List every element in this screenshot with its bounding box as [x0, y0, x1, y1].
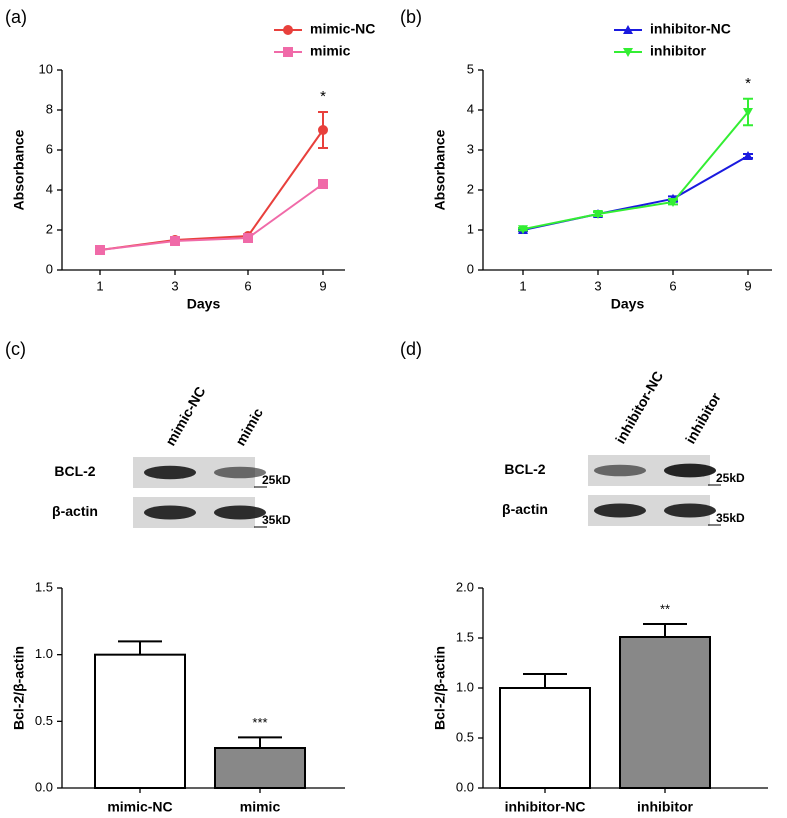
error-bar	[643, 623, 687, 637]
blot-band	[594, 503, 646, 518]
marker	[743, 108, 753, 117]
blot-band	[214, 505, 266, 520]
marker	[623, 25, 633, 34]
legend-label: mimic	[310, 43, 351, 59]
x-tick-label: 1	[96, 278, 103, 293]
row-label: β-actin	[502, 501, 548, 517]
y-tick-label: 3	[467, 141, 474, 156]
line	[522, 155, 749, 231]
line	[99, 183, 324, 251]
x-tick-label: inhibitor-NC	[505, 799, 586, 815]
line	[99, 129, 324, 251]
y-tick-label: 5	[467, 61, 474, 76]
y-tick-label: 0.0	[35, 779, 53, 794]
marker	[623, 48, 633, 57]
row-label: β-actin	[52, 503, 98, 519]
blot-band	[144, 465, 196, 480]
x-tick-label: 6	[669, 278, 676, 293]
bar	[94, 653, 186, 790]
size-marker: 25kD	[262, 473, 291, 487]
y-tick-label: 1.0	[456, 679, 474, 694]
annotation: *	[745, 75, 751, 92]
blot-band	[664, 463, 716, 478]
y-tick-label: 1.5	[456, 629, 474, 644]
x-tick-label: 1	[519, 278, 526, 293]
size-marker: 25kD	[716, 471, 745, 485]
x-tick-label: mimic-NC	[107, 799, 172, 815]
x-tick-label: 9	[319, 278, 326, 293]
marker	[668, 198, 678, 207]
blot-band	[144, 505, 196, 520]
size-marker: 35kD	[716, 511, 745, 525]
y-tick-label: 1	[467, 221, 474, 236]
y-tick-label: 2.0	[456, 579, 474, 594]
legend-label: inhibitor	[650, 43, 707, 59]
x-tick-label: 9	[744, 278, 751, 293]
error-bar	[118, 640, 162, 655]
blot-band	[594, 464, 646, 477]
y-tick-label: 0.0	[456, 779, 474, 794]
marker	[283, 25, 293, 35]
legend-label: mimic-NC	[310, 21, 375, 37]
bar	[619, 636, 711, 789]
y-tick-label: 0	[467, 261, 474, 276]
panel-label: (c)	[5, 339, 26, 359]
x-tick-label: mimic	[240, 799, 281, 815]
y-tick-label: 1.0	[35, 646, 53, 661]
legend-label: inhibitor-NC	[650, 21, 731, 37]
y-tick-label: 8	[46, 101, 53, 116]
blot-band	[214, 466, 266, 479]
y-axis-label: Absorbance	[11, 129, 27, 210]
marker	[318, 179, 328, 189]
y-axis-label: Bcl-2/β-actin	[432, 646, 448, 730]
error-bar	[238, 736, 282, 748]
row-label: BCL-2	[54, 463, 95, 479]
marker	[743, 151, 753, 160]
marker	[170, 236, 180, 246]
size-marker: 35kD	[262, 513, 291, 527]
marker	[243, 233, 253, 243]
lane-label: mimic-NC	[162, 384, 209, 449]
x-axis-label: Days	[187, 296, 221, 312]
x-tick-label: 6	[244, 278, 251, 293]
x-tick-label: 3	[594, 278, 601, 293]
annotation: ***	[252, 715, 267, 730]
bar	[214, 747, 306, 789]
blot-band	[664, 503, 716, 518]
y-tick-label: 0.5	[35, 713, 53, 728]
y-tick-label: 4	[46, 181, 53, 196]
x-tick-label: 3	[171, 278, 178, 293]
annotation: *	[320, 88, 326, 105]
y-tick-label: 0	[46, 261, 53, 276]
marker	[518, 225, 528, 235]
annotation: **	[660, 601, 670, 616]
lane-label: inhibitor-NC	[612, 368, 666, 446]
x-axis-label: Days	[611, 296, 645, 312]
error-bar	[523, 673, 567, 688]
y-tick-label: 0.5	[456, 729, 474, 744]
x-tick-label: inhibitor	[637, 799, 694, 815]
y-tick-label: 2	[46, 221, 53, 236]
row-label: BCL-2	[504, 461, 545, 477]
bar	[499, 687, 591, 789]
y-tick-label: 4	[467, 101, 474, 116]
line	[522, 111, 749, 231]
marker	[318, 125, 328, 135]
marker	[283, 47, 293, 57]
y-axis-label: Bcl-2/β-actin	[11, 646, 27, 730]
panel-label: (a)	[5, 7, 27, 27]
y-tick-label: 6	[46, 141, 53, 156]
panel-label: (d)	[400, 339, 422, 359]
y-tick-label: 1.5	[35, 579, 53, 594]
y-axis-label: Absorbance	[432, 129, 448, 210]
panel-label: (b)	[400, 7, 422, 27]
y-tick-label: 2	[467, 181, 474, 196]
lane-label: inhibitor	[682, 389, 724, 446]
lane-label: mimic	[232, 405, 266, 448]
marker	[95, 245, 105, 255]
marker	[593, 210, 603, 219]
y-tick-label: 10	[39, 61, 53, 76]
